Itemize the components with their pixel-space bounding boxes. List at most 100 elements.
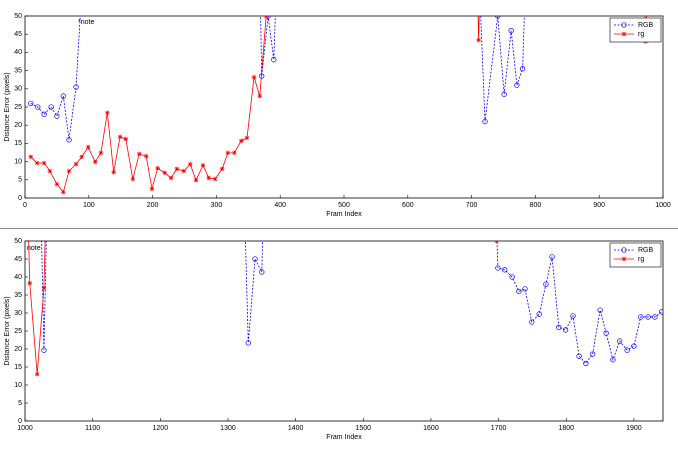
x-tick-label: 900 [593, 202, 605, 209]
marker [48, 104, 54, 110]
series-line [41, 241, 662, 365]
y-tick-label: 35 [14, 292, 22, 299]
legend-marker [621, 247, 627, 253]
annotation: note [27, 245, 41, 252]
marker [105, 110, 110, 116]
marker [244, 135, 250, 141]
axes-box [24, 240, 664, 422]
marker [92, 159, 98, 165]
marker [231, 150, 237, 156]
x-tick-label: 400 [274, 202, 286, 209]
subplot: 1000 1100 1200 1300 1400 1500 1600 1700 1800 1900… [4, 238, 664, 441]
x-tick-label: 500 [338, 202, 350, 209]
y-tick-label: 30 [14, 310, 22, 317]
marker [265, 16, 271, 19]
marker [617, 338, 623, 344]
marker [66, 168, 72, 174]
legend: RGB rg [609, 242, 662, 268]
marker [502, 267, 508, 273]
subplot: 0 100 200 300 400 500 600 700 800 900 1000 0 5 10 15 20… [4, 13, 671, 218]
marker [529, 319, 535, 325]
y-tick-label: 45 [14, 31, 22, 38]
x-tick-label: 1500 [355, 425, 371, 432]
marker [522, 286, 528, 292]
marker [54, 113, 60, 119]
marker [495, 16, 501, 19]
marker [98, 150, 104, 156]
marker [60, 93, 66, 99]
marker [130, 176, 136, 182]
y-tick-label: 30 [14, 86, 22, 93]
marker [583, 360, 589, 367]
marker [111, 169, 116, 175]
marker [624, 347, 630, 353]
legend-label: rg [638, 256, 644, 263]
y-tick-label: 45 [14, 256, 22, 263]
marker [47, 168, 53, 174]
marker [174, 166, 180, 172]
plot-area [28, 16, 649, 195]
y-tick-label: 35 [14, 67, 22, 74]
x-tick-label: 1000 [17, 425, 33, 432]
marker [271, 57, 277, 63]
marker [66, 137, 72, 143]
legend-label: RGB [638, 22, 654, 29]
x-tick-label: 200 [147, 202, 159, 209]
marker [73, 161, 79, 167]
marker [476, 37, 481, 43]
marker [187, 161, 193, 167]
marker [155, 165, 161, 171]
marker [206, 175, 212, 181]
legend-marker [621, 22, 627, 28]
marker [257, 93, 263, 99]
y-tick-label: 25 [14, 104, 22, 111]
y-tick-label: 50 [14, 13, 22, 20]
marker [34, 371, 40, 377]
marker [200, 162, 206, 168]
marker [536, 311, 542, 317]
marker [597, 307, 603, 313]
y-tick-label: 10 [14, 158, 22, 165]
x-tick-label: 1000 [655, 202, 671, 209]
marker [168, 175, 174, 181]
legend-label: RGB [638, 247, 654, 254]
marker [519, 66, 526, 72]
x-tick-label: 300 [211, 202, 223, 209]
marker [556, 324, 562, 331]
legend: RGB rg [609, 17, 662, 43]
marker [252, 256, 258, 262]
marker [123, 136, 129, 142]
marker [193, 177, 199, 183]
marker [41, 285, 47, 291]
x-tick-label: 1100 [85, 425, 100, 432]
x-tick-label: 1200 [153, 425, 169, 432]
marker [219, 166, 225, 172]
marker [162, 170, 168, 176]
y-tick-label: 10 [14, 382, 22, 389]
marker [514, 82, 520, 88]
x-tick-label: 1800 [558, 425, 574, 432]
marker [576, 353, 582, 359]
x-tick-label: 1600 [423, 425, 439, 432]
marker [501, 91, 507, 97]
x-tick-label: 1700 [491, 425, 507, 432]
x-tick-label: 1900 [626, 425, 642, 432]
marker [495, 265, 501, 271]
marker [238, 138, 244, 144]
y-tick-label: 5 [18, 400, 22, 407]
legend-marker [621, 31, 627, 37]
marker [251, 74, 257, 80]
marker [589, 351, 596, 357]
marker [645, 314, 651, 320]
y-tick-label: 15 [14, 140, 22, 147]
x-tick-label: 0 [23, 202, 27, 209]
x-axis-label: Fram Index [326, 211, 362, 218]
marker [225, 150, 231, 156]
marker [259, 269, 265, 275]
x-tick-label: 700 [466, 202, 478, 209]
x-tick-label: 1300 [220, 425, 236, 432]
y-tick-label: 50 [14, 238, 22, 245]
marker [631, 343, 637, 349]
x-axis-label: Fram Index [326, 434, 362, 441]
